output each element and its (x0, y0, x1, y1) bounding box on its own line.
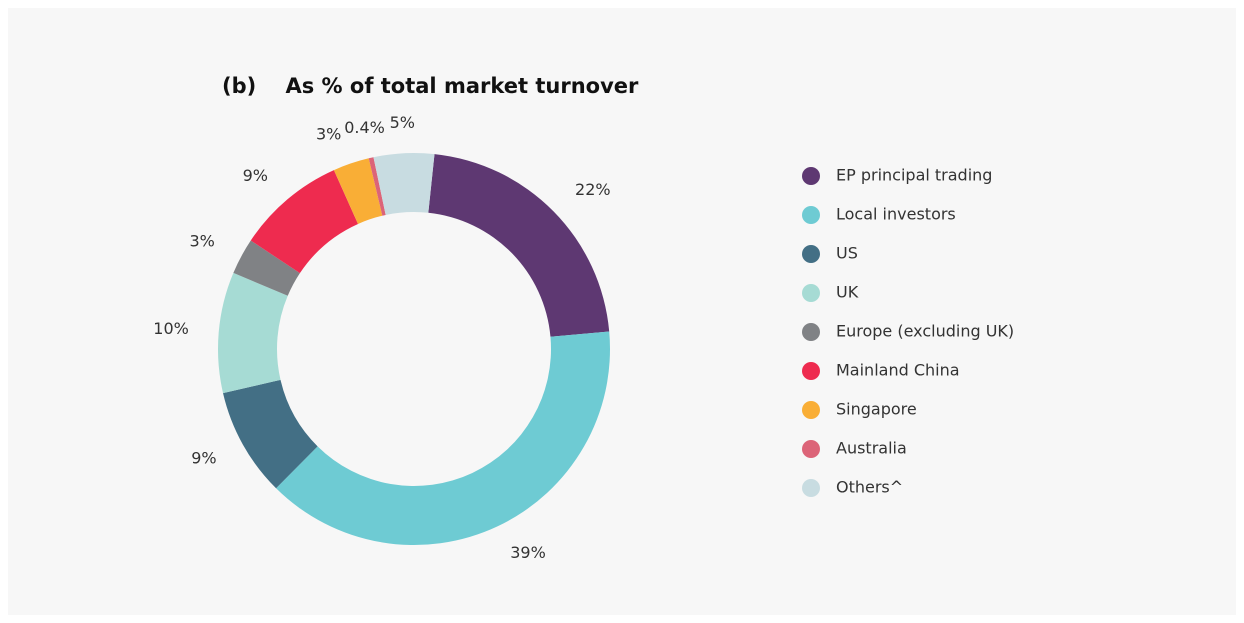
legend-swatch (802, 323, 820, 341)
chart-title: (b) As % of total market turnover (222, 74, 639, 98)
legend-swatch (802, 362, 820, 380)
donut-slice (233, 240, 300, 296)
legend-swatch (802, 284, 820, 302)
legend-label: US (836, 244, 858, 263)
data-label: 9% (191, 449, 216, 468)
legend-swatch (802, 440, 820, 458)
legend-label: EP principal trading (836, 166, 992, 185)
legend-label: Mainland China (836, 361, 960, 380)
legend-label: Australia (836, 439, 907, 458)
data-label: 0.4% (344, 118, 385, 137)
legend-swatch (802, 167, 820, 185)
data-label: 3% (189, 232, 214, 251)
donut-slice (368, 157, 386, 216)
data-label: 9% (243, 166, 268, 185)
legend-swatch (802, 245, 820, 263)
donut-slice (223, 379, 318, 489)
donut-slice (276, 331, 610, 545)
legend-swatch (802, 206, 820, 224)
donut-slice (373, 153, 435, 215)
data-label: 10% (153, 319, 189, 338)
donut-slice (428, 154, 610, 337)
data-label: 39% (510, 543, 546, 562)
legend-label: Europe (excluding UK) (836, 322, 1014, 341)
data-label: 5% (390, 113, 415, 132)
legend-swatch (802, 401, 820, 419)
data-label: 22% (575, 180, 611, 199)
legend-label: UK (836, 283, 859, 302)
legend-label: Singapore (836, 400, 917, 419)
data-label: 3% (316, 124, 341, 143)
legend-swatch (802, 479, 820, 497)
donut-slice (250, 170, 359, 274)
panel (8, 8, 1236, 615)
donut-slice (333, 158, 383, 224)
legend-label: Local investors (836, 205, 956, 224)
legend-label: Others^ (836, 478, 903, 497)
donut-slice (218, 272, 288, 394)
